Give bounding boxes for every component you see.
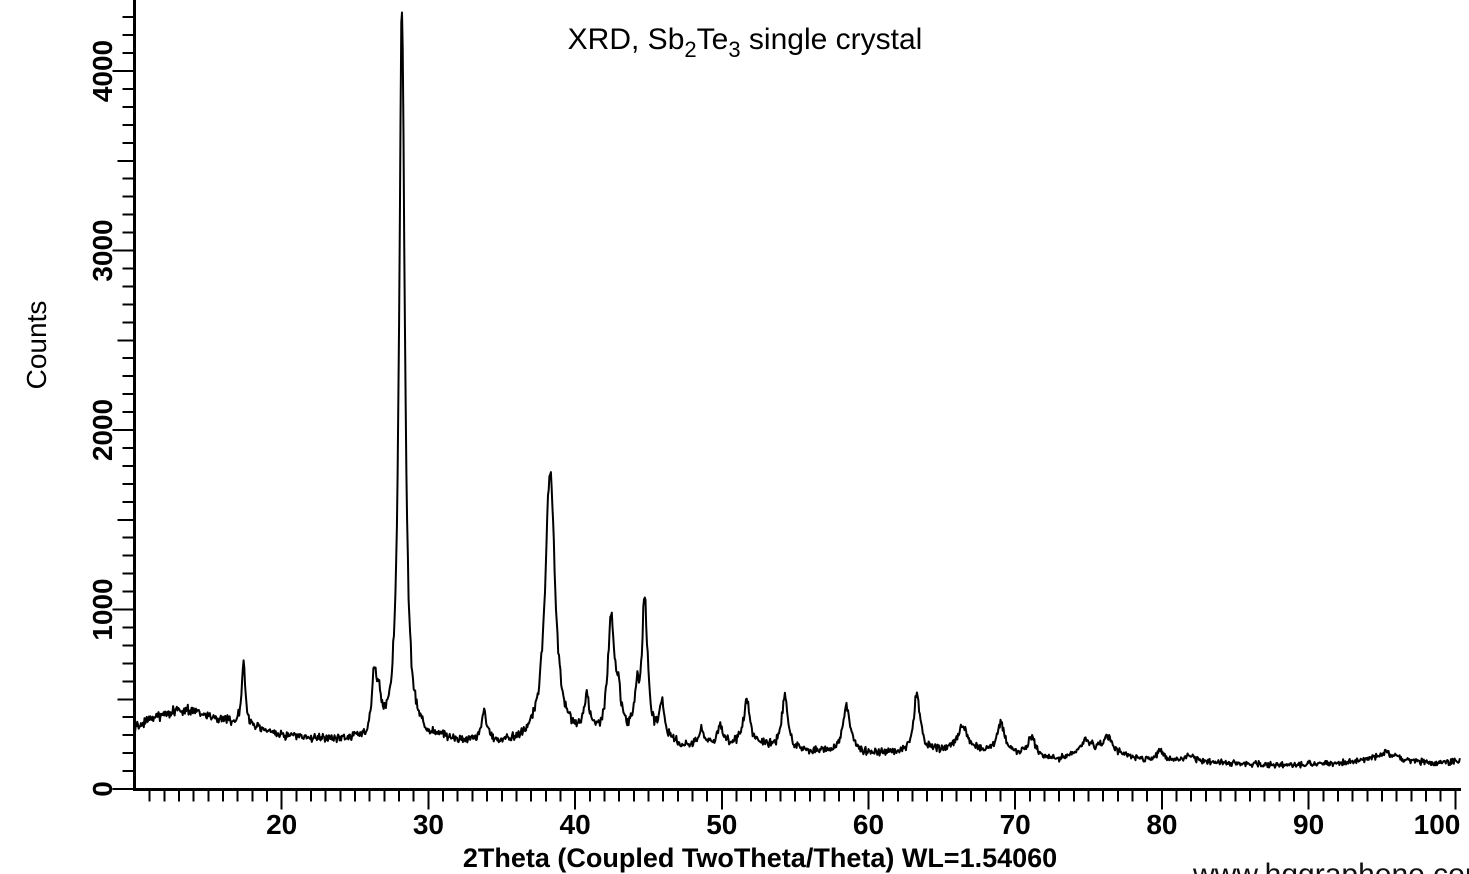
x-tick-label: 90 [1293, 809, 1324, 840]
x-tick-label: 60 [853, 809, 884, 840]
title-segment: XRD, Sb [568, 23, 685, 56]
x-axis-title: 2Theta (Coupled TwoTheta/Theta) WL=1.540… [463, 843, 1057, 873]
y-tick-label: 0 [87, 781, 118, 797]
y-axis-title: Counts [21, 301, 52, 390]
watermark-text: www.hqgraphene.com [1192, 858, 1469, 874]
y-tick-label: 3000 [87, 219, 118, 281]
y-tick-label: 4000 [87, 40, 118, 102]
y-tick-label: 1000 [87, 578, 118, 640]
y-tick-label: 2000 [87, 399, 118, 461]
x-tick-label: 70 [1000, 809, 1031, 840]
title-segment: Te [697, 23, 729, 56]
xrd-trace [133, 11, 1461, 769]
x-tick-label: 50 [706, 809, 737, 840]
chart-title: XRD, Sb2Te3 single crystal [568, 23, 923, 62]
x-tick-label: 80 [1146, 809, 1177, 840]
title-subscript: 3 [728, 37, 740, 62]
x-tick-label: 30 [413, 809, 444, 840]
title-subscript: 2 [684, 37, 696, 62]
title-segment: single crystal [741, 23, 923, 56]
x-tick-label: 100 [1414, 809, 1461, 840]
x-tick-label: 20 [266, 809, 297, 840]
x-tick-label: 40 [560, 809, 591, 840]
